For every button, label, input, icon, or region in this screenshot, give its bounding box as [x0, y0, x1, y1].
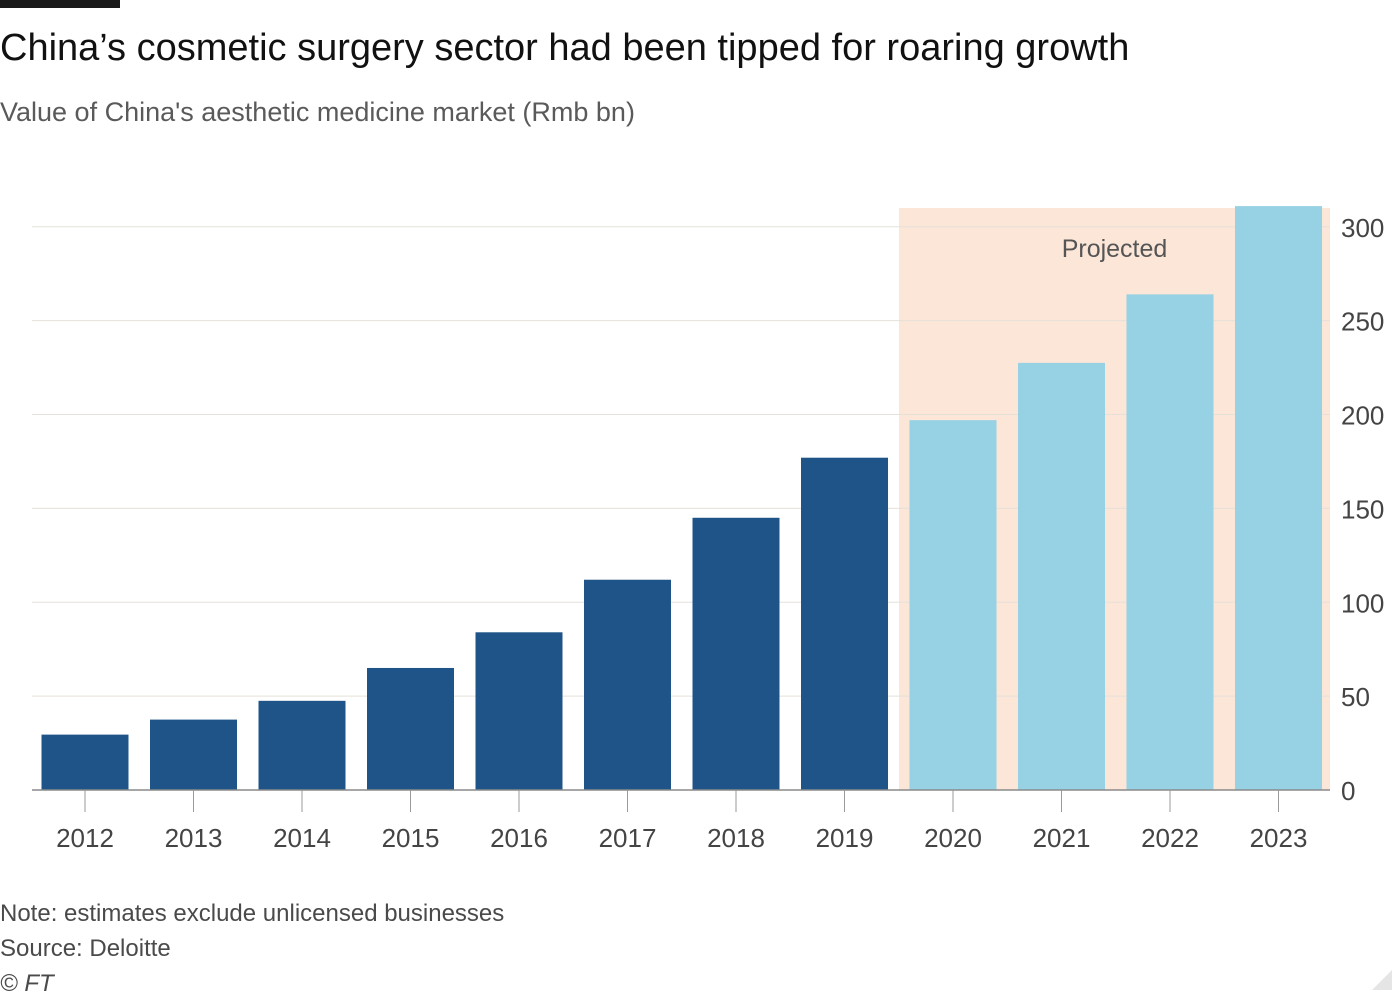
- bar-2018: [692, 517, 780, 790]
- copyright: © FT: [0, 970, 54, 997]
- x-tick-label-2022: 2022: [1141, 823, 1199, 853]
- y-tick-label-250: 250: [1341, 307, 1384, 337]
- bar-2014: [258, 700, 346, 790]
- x-tick-label-2017: 2017: [599, 823, 657, 853]
- bar-2022: [1126, 294, 1214, 790]
- bar-2021: [1018, 362, 1105, 790]
- x-tick-label-2018: 2018: [707, 823, 765, 853]
- projected-label: Projected: [1062, 235, 1168, 263]
- x-tick-label-2013: 2013: [165, 823, 223, 853]
- bar-2013: [150, 719, 237, 790]
- top-accent-bar: [0, 0, 120, 8]
- y-tick-label-100: 100: [1341, 588, 1384, 618]
- y-tick-label-200: 200: [1341, 401, 1384, 431]
- bar-2015: [367, 667, 454, 790]
- bar-2012: [41, 734, 129, 790]
- chart-subtitle: Value of China's aesthetic medicine mark…: [0, 97, 635, 127]
- chart-note: Note: estimates exclude unlicensed busin…: [0, 900, 505, 927]
- bar-2020: [909, 420, 997, 790]
- x-tick-label-2023: 2023: [1250, 823, 1308, 853]
- chart-source: Source: Deloitte: [0, 935, 171, 962]
- y-tick-label-300: 300: [1341, 213, 1384, 243]
- bar-2017: [584, 579, 671, 790]
- x-tick-label-2021: 2021: [1033, 823, 1091, 853]
- x-tick-label-2016: 2016: [490, 823, 548, 853]
- x-tick-label-2019: 2019: [816, 823, 874, 853]
- x-tick-label-2014: 2014: [273, 823, 331, 853]
- y-tick-label-0: 0: [1341, 776, 1355, 806]
- chart-title: China’s cosmetic surgery sector had been…: [0, 27, 1130, 69]
- x-tick-label-2012: 2012: [56, 823, 114, 853]
- x-tick-label-2015: 2015: [382, 823, 440, 853]
- corner-fold-icon: [1372, 970, 1392, 990]
- y-tick-label-50: 50: [1341, 682, 1370, 712]
- bar-chart: Projected 2012 2013 2014 2015 2016 2017 2018 201…: [32, 206, 1384, 853]
- bar-2016: [475, 632, 563, 790]
- bar-2019: [801, 457, 888, 790]
- bar-2023: [1235, 206, 1322, 791]
- x-tick-label-2020: 2020: [924, 823, 982, 853]
- y-tick-label-150: 150: [1341, 494, 1384, 524]
